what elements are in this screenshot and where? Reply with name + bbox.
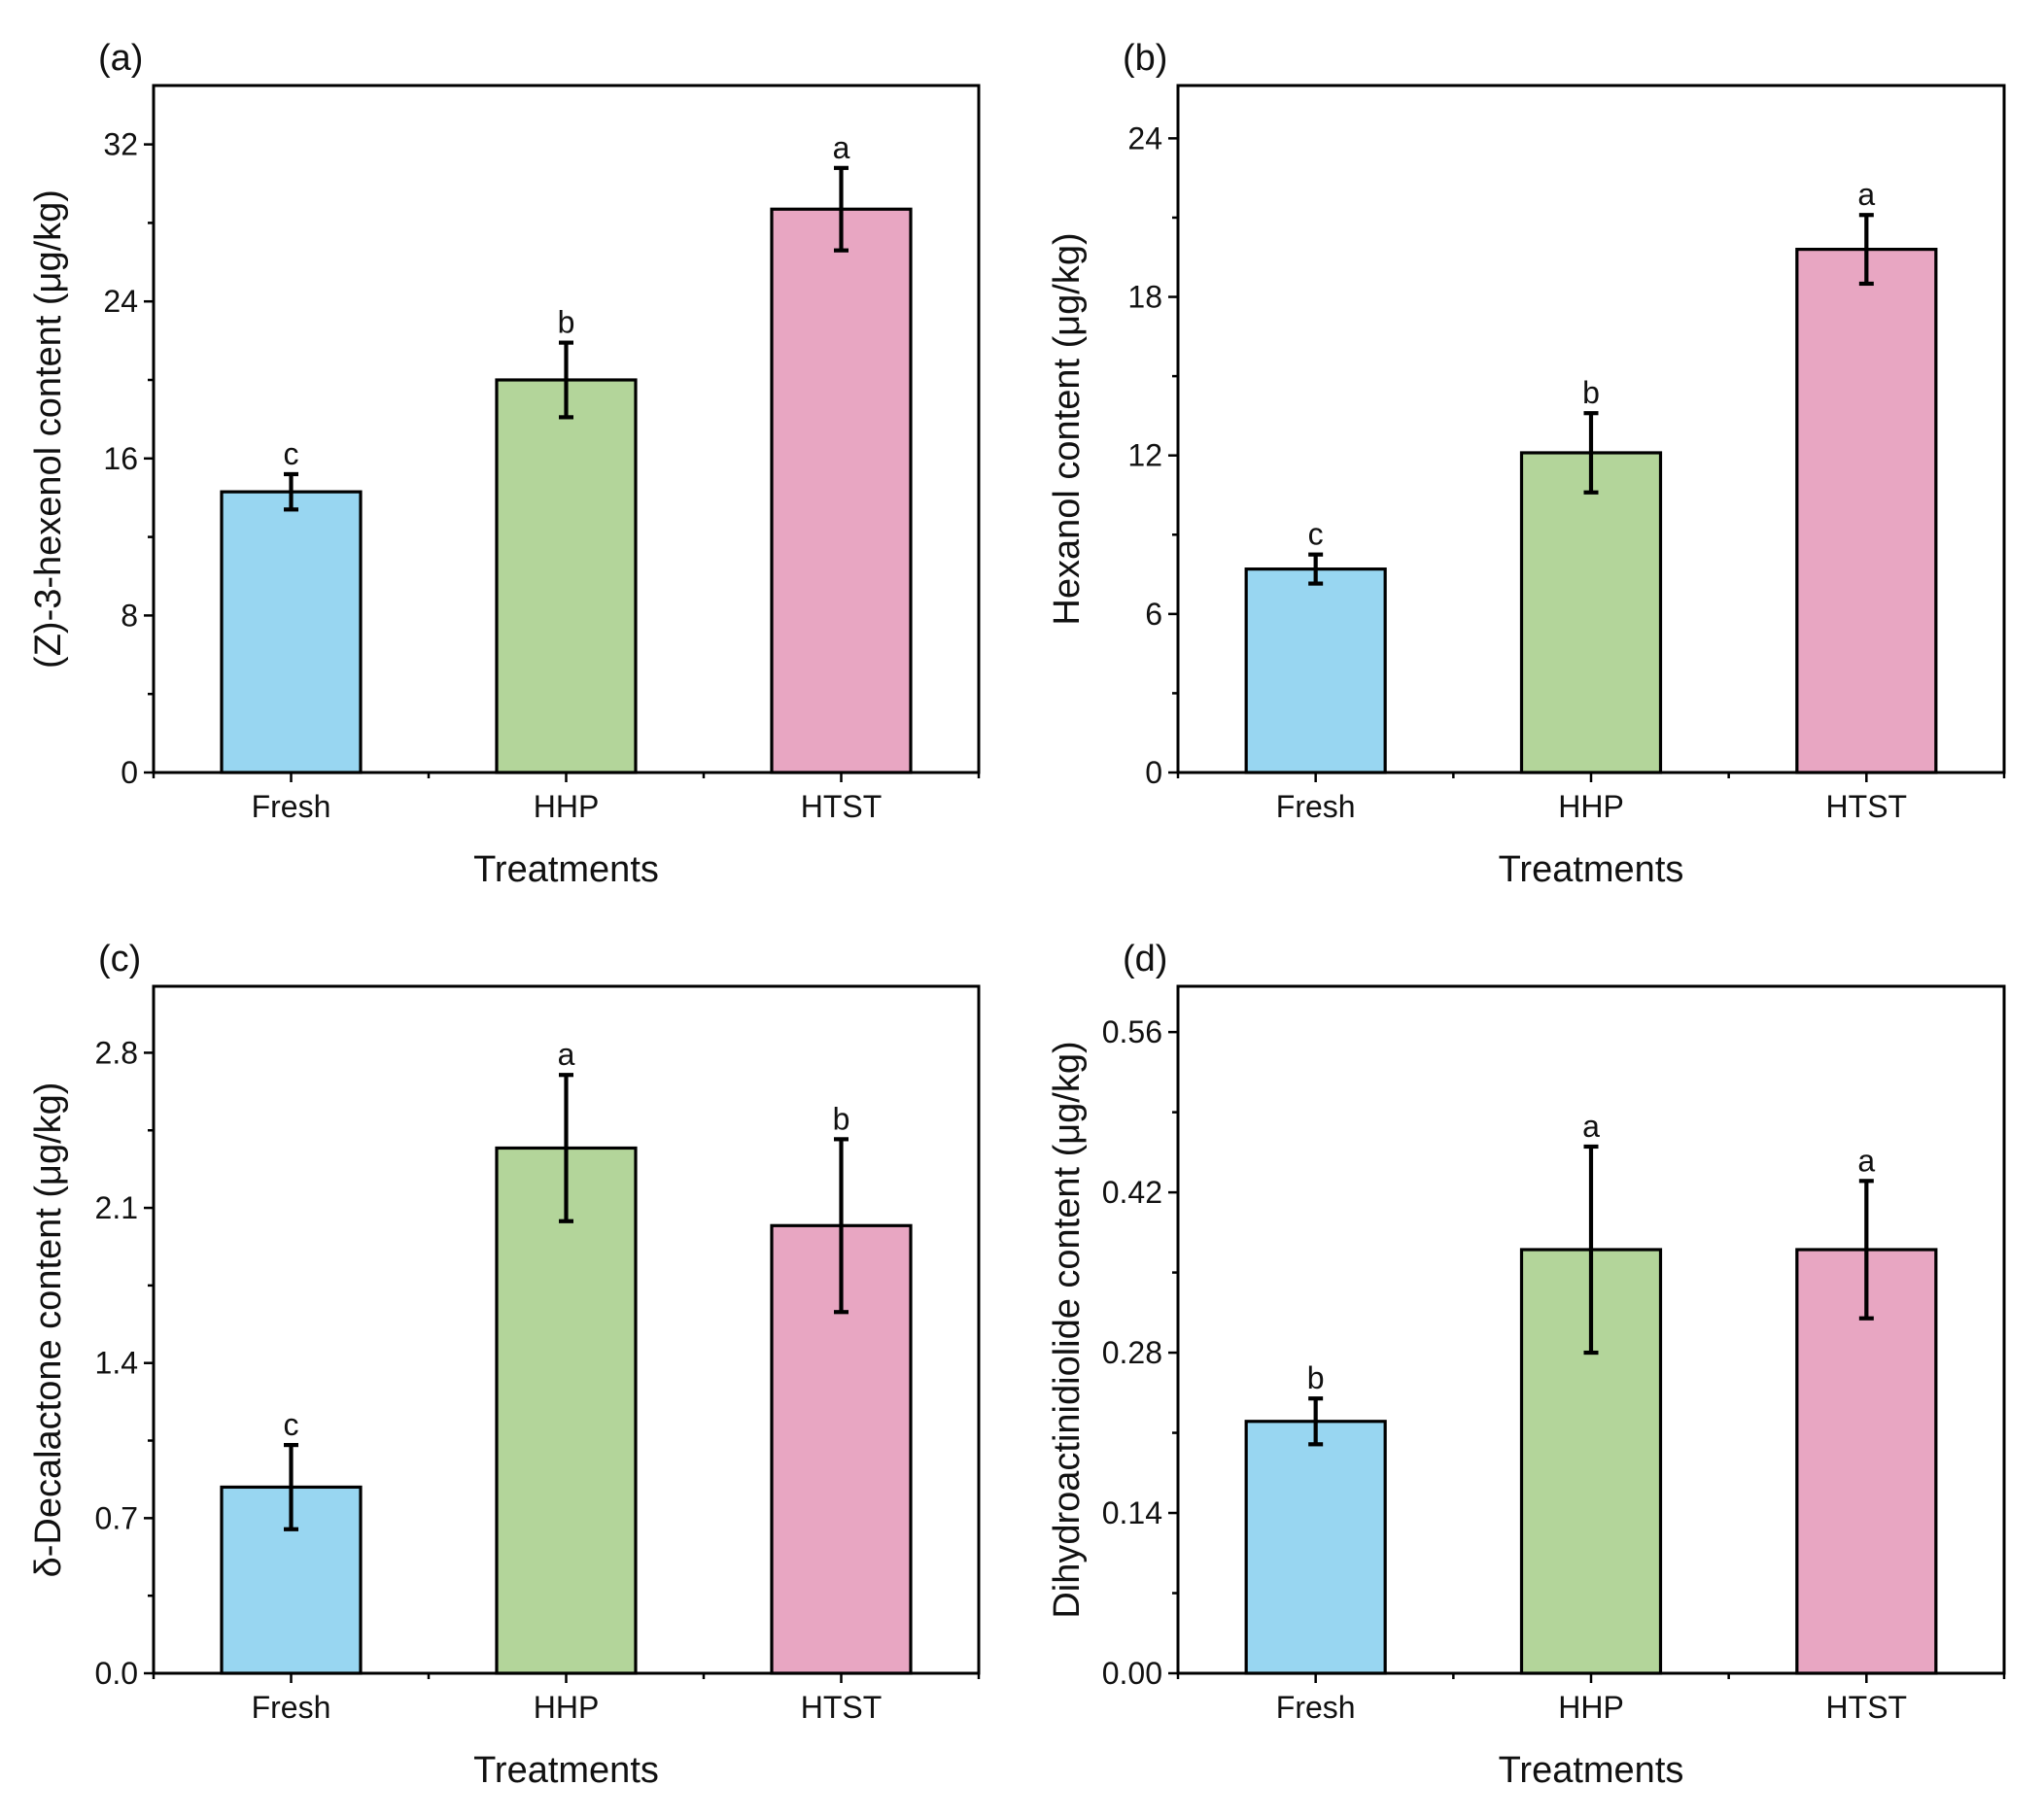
x-tick-label: HTST	[1826, 789, 1908, 824]
bar-hhp	[495, 1146, 638, 1675]
x-tick-label: Fresh	[1276, 789, 1356, 824]
x-tick-label: HHP	[534, 789, 600, 824]
y-tick-label: 8	[121, 598, 138, 633]
y-tick-label: 0.0	[95, 1656, 138, 1691]
significance-letter: a	[833, 130, 850, 165]
panel-d: (d) 0.00 0.14 0.28 0.42 0.56 b Fresh a HHP a HTST Tr…	[1047, 939, 2006, 1791]
y-tick-label: 1.4	[95, 1346, 138, 1381]
y-tick-label: 0.42	[1102, 1175, 1162, 1210]
x-axis-title: Treatments	[1499, 1750, 1684, 1791]
x-axis-title: Treatments	[1499, 849, 1684, 890]
y-axis-title: (Z)-3-hexenol content (μg/kg)	[28, 189, 69, 669]
y-tick-label: 2.1	[95, 1190, 138, 1225]
x-tick-label: HHP	[534, 1690, 600, 1725]
y-tick-label: 0	[1145, 755, 1162, 790]
significance-letter: b	[1307, 1360, 1325, 1395]
x-axis-title: Treatments	[473, 849, 659, 890]
y-tick-label: 24	[103, 284, 138, 319]
bar-htst	[1795, 247, 1938, 774]
panel-label: (b)	[1123, 38, 1167, 79]
bar-htst	[770, 207, 913, 774]
y-axis-title: Hexanol content (μg/kg)	[1047, 232, 1088, 625]
significance-letter: b	[833, 1101, 850, 1136]
y-tick-label: 0	[121, 755, 138, 790]
x-tick-label: Fresh	[1276, 1690, 1356, 1725]
significance-letter: c	[284, 436, 299, 471]
bar-hhp	[495, 378, 638, 774]
bar-fresh	[1244, 567, 1387, 774]
x-tick-label: HHP	[1558, 1690, 1624, 1725]
significance-letter: a	[558, 1037, 575, 1072]
panel-label: (d)	[1123, 939, 1167, 979]
x-tick-label: Fresh	[252, 789, 331, 824]
panel-c: (c) 0.0 0.7 1.4 2.1 2.8 c Fresh a HHP b HTST Treatme…	[28, 939, 981, 1791]
significance-letter: a	[1857, 1143, 1875, 1178]
y-tick-label: 12	[1127, 438, 1162, 473]
bar-fresh	[220, 490, 363, 774]
significance-letter: c	[284, 1407, 299, 1442]
significance-letter: a	[1582, 1109, 1600, 1144]
y-tick-label: 24	[1127, 120, 1162, 155]
y-tick-label: 2.8	[95, 1035, 138, 1070]
y-tick-label: 32	[103, 127, 138, 162]
x-tick-label: HHP	[1558, 789, 1624, 824]
y-tick-label: 0.14	[1102, 1495, 1162, 1530]
bar-hhp	[1519, 451, 1663, 774]
significance-letter: c	[1308, 517, 1324, 552]
x-tick-label: HTST	[1826, 1690, 1908, 1725]
x-tick-label: HTST	[801, 1690, 883, 1725]
y-tick-label: 16	[103, 441, 138, 476]
panel-label: (c)	[98, 939, 141, 979]
significance-letter: b	[1582, 375, 1600, 410]
y-axis-title: δ-Decalactone content (μg/kg)	[28, 1082, 69, 1578]
y-tick-label: 6	[1145, 597, 1162, 632]
y-tick-label: 18	[1127, 280, 1162, 315]
y-tick-label: 0.7	[95, 1500, 138, 1535]
x-axis-title: Treatments	[473, 1750, 659, 1791]
x-tick-label: Fresh	[252, 1690, 331, 1725]
panel-a: (a) 0 8 16 24 32 c Fresh b HHP a HTST Treatments (Z)-…	[28, 38, 981, 890]
panel-label: (a)	[98, 38, 143, 79]
x-tick-label: HTST	[801, 789, 883, 824]
bar-fresh	[1244, 1420, 1387, 1675]
panel-b: (b) 0 6 12 18 24 c Fresh b HHP a HTST Treatments Hexa…	[1047, 38, 2006, 890]
y-tick-label: 0.00	[1102, 1656, 1162, 1691]
y-tick-label: 0.28	[1102, 1335, 1162, 1370]
y-axis-title: Dihydroactinidiolide content (μg/kg)	[1047, 1041, 1088, 1618]
significance-letter: a	[1857, 177, 1875, 212]
y-tick-label: 0.56	[1102, 1014, 1162, 1049]
significance-letter: b	[558, 305, 575, 340]
